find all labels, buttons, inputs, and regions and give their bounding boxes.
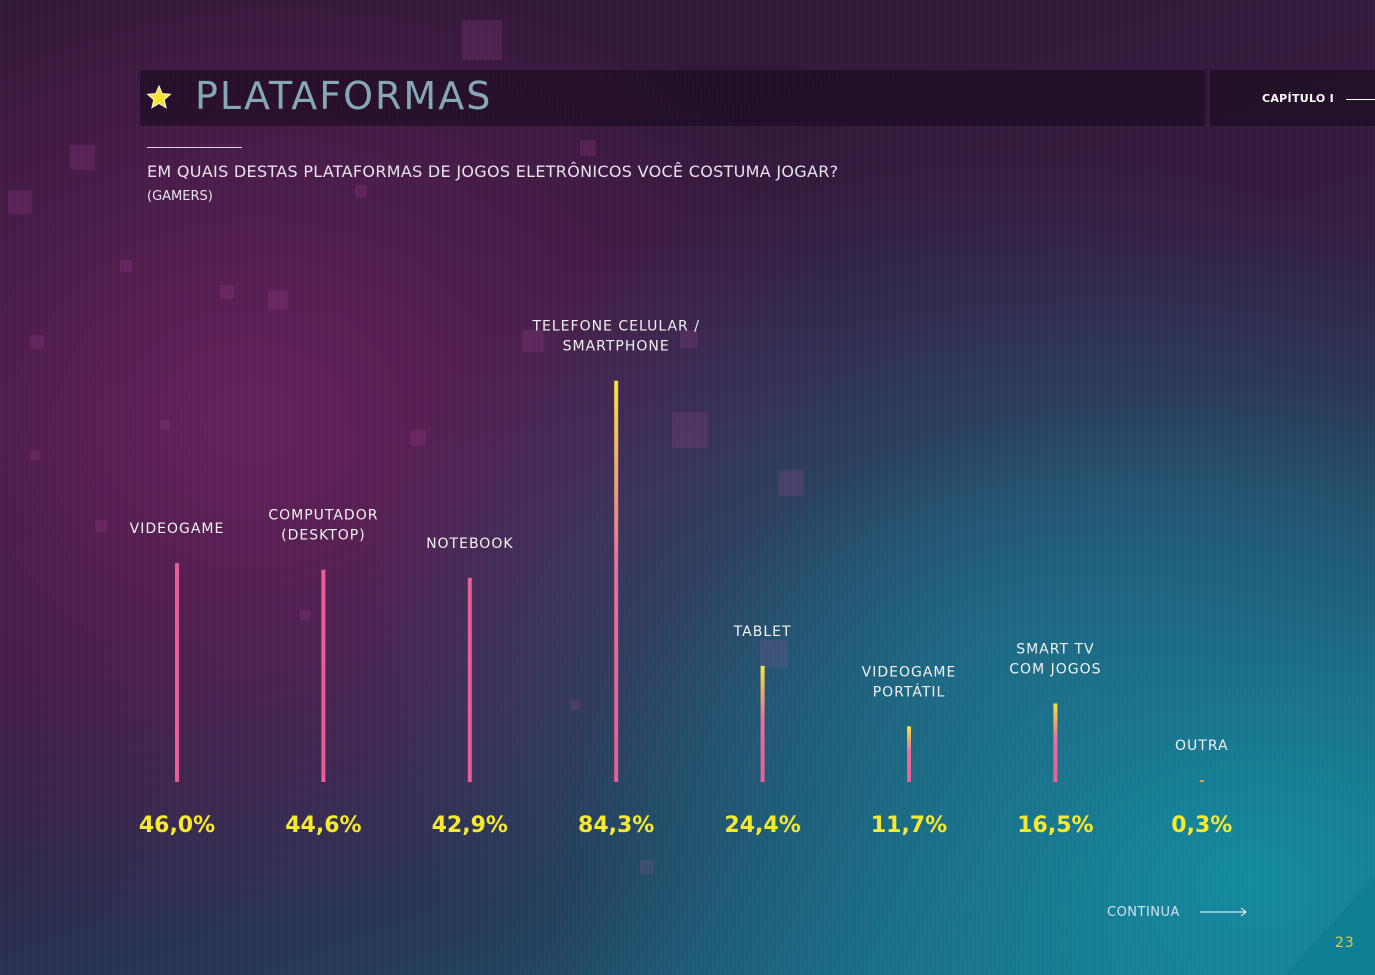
- chapter-divider: [1346, 99, 1375, 100]
- background-square: [640, 860, 654, 874]
- header-bar: [140, 70, 1205, 126]
- bar: [1199, 780, 1204, 782]
- category-label: VIDEOGAME: [862, 664, 957, 680]
- page-corner: [1285, 875, 1375, 975]
- value-label: 84,3%: [578, 813, 654, 838]
- category-label: COM JOGOS: [1009, 661, 1101, 677]
- category-label: OUTRA: [1175, 738, 1229, 754]
- value-label: 24,4%: [724, 813, 800, 838]
- category-label: PORTÁTIL: [873, 683, 946, 700]
- background-square: [30, 335, 44, 349]
- background-square: [680, 330, 698, 348]
- background-square: [778, 470, 804, 496]
- section-rule: [147, 147, 242, 148]
- background-square: [580, 140, 596, 156]
- category-label: SMARTPHONE: [563, 339, 670, 355]
- background-square: [120, 260, 132, 272]
- value-label: 46,0%: [139, 813, 215, 838]
- bar: [175, 563, 179, 782]
- category-label: SMART TV: [1016, 641, 1094, 657]
- background-square: [300, 610, 310, 620]
- value-label: 44,6%: [285, 813, 361, 838]
- chapter-label: CAPÍTULO I: [1262, 92, 1335, 105]
- background-square: [462, 20, 502, 60]
- category-label: TELEFONE CELULAR /: [531, 319, 699, 335]
- background-square: [8, 190, 32, 214]
- bar: [467, 577, 472, 782]
- background-square: [760, 640, 788, 668]
- background-square: [268, 290, 288, 310]
- background-square: [95, 520, 107, 532]
- bar: [760, 665, 765, 782]
- category-label: NOTEBOOK: [426, 536, 513, 552]
- background-square: [672, 412, 708, 448]
- page-title: PLATAFORMAS: [195, 74, 493, 118]
- category-label: TABLET: [733, 624, 792, 640]
- continue-link[interactable]: CONTINUA: [1107, 905, 1180, 920]
- background-square: [160, 420, 170, 430]
- survey-subtitle: (GAMERS): [147, 189, 213, 204]
- survey-question: EM QUAIS DESTAS PLATAFORMAS DE JOGOS ELE…: [147, 162, 839, 181]
- bar: [614, 380, 619, 782]
- bar: [1053, 703, 1058, 782]
- background-square: [220, 285, 234, 299]
- bar: [907, 726, 911, 782]
- background-square: [522, 330, 544, 352]
- bar: [321, 569, 326, 782]
- background-square: [570, 700, 580, 710]
- category-label: COMPUTADOR: [268, 508, 378, 524]
- star-icon: [146, 84, 172, 109]
- page-number: 23: [1335, 935, 1355, 951]
- background-square: [70, 145, 95, 170]
- arrow-right-icon[interactable]: [1200, 906, 1248, 918]
- value-label: 16,5%: [1017, 813, 1093, 838]
- background-square: [355, 185, 367, 197]
- value-label: 42,9%: [432, 813, 508, 838]
- category-label: VIDEOGAME: [130, 521, 225, 537]
- value-label: 11,7%: [871, 813, 947, 838]
- background-square: [30, 450, 40, 460]
- background-square: [410, 430, 426, 446]
- chapter-bar: [1210, 70, 1375, 126]
- value-label: 0,3%: [1171, 813, 1232, 838]
- category-label: (DESKTOP): [281, 528, 366, 544]
